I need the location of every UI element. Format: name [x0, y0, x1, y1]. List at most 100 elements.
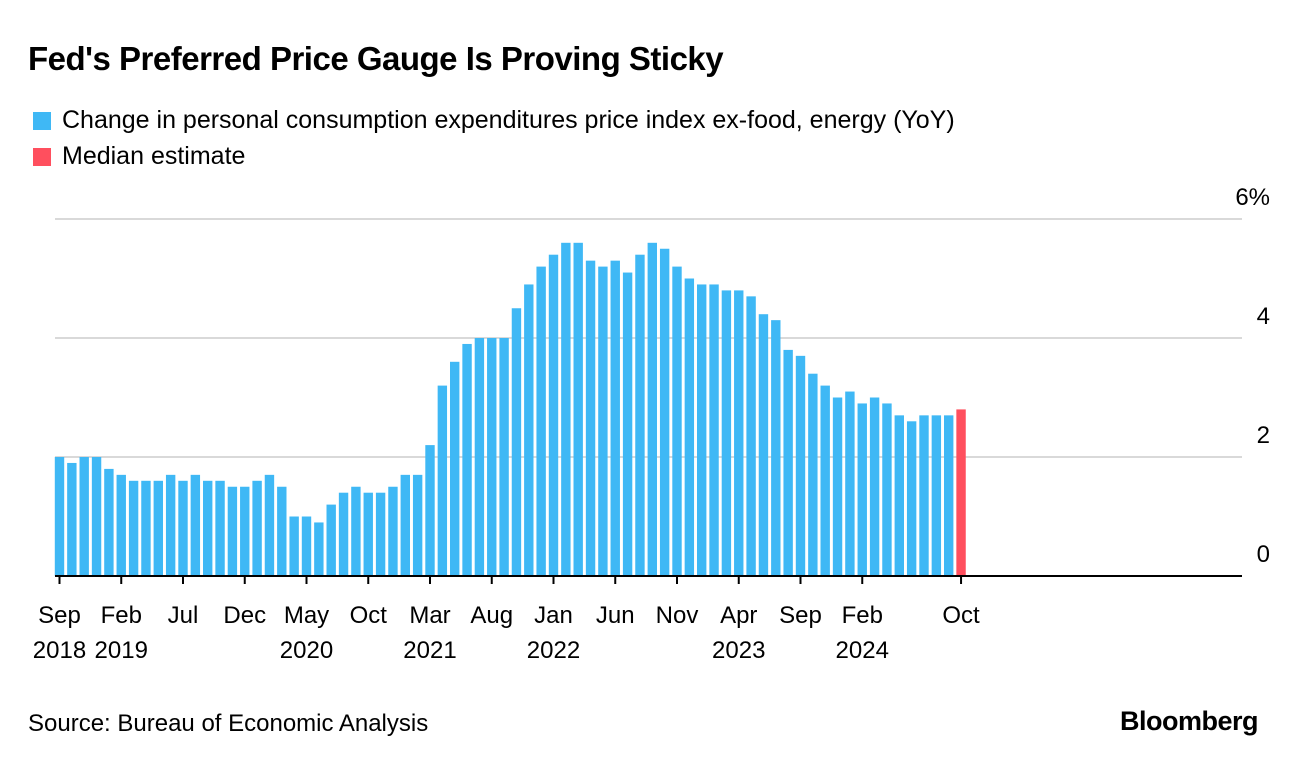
bar: [91, 457, 102, 576]
x-tick-label-year: 2019: [95, 637, 148, 664]
bar: [524, 284, 534, 576]
bar: [771, 320, 781, 576]
bar: [832, 397, 843, 576]
x-tick-label-month: Oct: [942, 602, 980, 629]
bar: [301, 516, 312, 576]
bar: [116, 474, 126, 576]
bar: [227, 486, 238, 576]
chart-title: Fed's Preferred Price Gauge Is Proving S…: [28, 40, 724, 77]
bar: [338, 492, 349, 576]
x-tick-label-month: Jun: [596, 602, 635, 629]
bar: [363, 492, 373, 576]
x-tick-label-month: Feb: [101, 602, 142, 629]
bar: [252, 480, 262, 576]
bar: [400, 474, 410, 576]
bar: [450, 361, 460, 576]
legend-swatch-pce: [33, 111, 51, 130]
y-tick-label: 6%: [1235, 184, 1270, 211]
bar: [277, 486, 287, 576]
bar: [845, 391, 855, 576]
bar: [499, 338, 509, 576]
bar: [931, 415, 942, 576]
bar: [67, 462, 77, 576]
bar: [215, 480, 225, 576]
x-tick-label-month: Dec: [223, 602, 266, 629]
legend-label-median: Median estimate: [62, 142, 246, 170]
bar: [487, 338, 497, 576]
bar: [190, 474, 201, 576]
bar: [734, 290, 744, 576]
x-tick-label-year: 2021: [403, 637, 456, 664]
bar: [128, 480, 139, 576]
x-tick-label-year: 2022: [527, 637, 580, 664]
bar: [808, 373, 818, 576]
bar: [79, 457, 89, 576]
bar: [388, 486, 398, 576]
x-tick-label-year: 2023: [712, 637, 765, 664]
y-tick-label: 4: [1257, 303, 1270, 330]
x-tick-label-month: Mar: [409, 602, 450, 629]
bar: [104, 468, 114, 576]
x-tick-label-month: Feb: [842, 602, 883, 629]
legend-swatch-median: [33, 147, 51, 166]
x-tick-label-month: Jan: [534, 602, 573, 629]
legend-item-median: Median estimate: [33, 142, 245, 171]
bar: [264, 474, 275, 576]
x-tick-label-year: 2024: [836, 637, 889, 664]
bar: [919, 415, 929, 576]
bar: [437, 385, 448, 576]
x-tick-label-month: May: [284, 602, 329, 629]
x-tick-label-month: Sep: [779, 602, 822, 629]
bar: [240, 486, 250, 576]
x-tick-label-month: Oct: [350, 602, 388, 629]
x-tick-label-month: Jul: [168, 602, 199, 629]
x-tick-label-month: Nov: [656, 602, 699, 629]
bar: [783, 349, 793, 576]
bar: [375, 492, 386, 576]
bar: [203, 480, 213, 576]
bar: [795, 355, 806, 576]
bar: [746, 296, 756, 576]
y-tick-label: 2: [1257, 422, 1270, 449]
bar: [425, 445, 435, 576]
bar: [54, 457, 65, 576]
bar: [536, 266, 546, 576]
bar: [165, 474, 176, 576]
bar: [622, 272, 633, 576]
source-note: Source: Bureau of Economic Analysis: [28, 710, 429, 737]
bar: [548, 254, 559, 576]
bar: [326, 504, 336, 576]
bar: [635, 254, 645, 576]
bar: [573, 242, 583, 577]
bar: [474, 338, 485, 576]
bar: [511, 308, 522, 576]
bar: [758, 314, 769, 576]
y-tick-label: 0: [1257, 541, 1270, 568]
bar: [585, 260, 596, 576]
bloomberg-logo: Bloomberg: [1119, 706, 1259, 736]
median-estimate-bar: [956, 409, 966, 576]
x-tick-label-year: 2018: [33, 637, 86, 664]
x-tick-label-year: 2020: [280, 637, 333, 664]
bar: [659, 248, 670, 576]
bar: [944, 415, 954, 576]
bar: [153, 480, 163, 576]
bar: [289, 516, 299, 576]
bar-chart: 0 2 4 6% Sep 2018 Feb 2019 Jul Dec May 2020 Oct Mar 20…: [33, 184, 1270, 664]
legend-item-pce: Change in personal consumption expenditu…: [33, 106, 955, 135]
bar: [709, 284, 719, 576]
bar: [672, 266, 682, 576]
bar: [647, 242, 657, 577]
bar: [721, 290, 732, 576]
bar: [857, 403, 867, 576]
bar: [561, 242, 571, 577]
legend-label-pce: Change in personal consumption expenditu…: [62, 106, 955, 134]
bar: [684, 278, 695, 576]
bar: [697, 284, 707, 576]
x-tick-label-month: Apr: [720, 602, 757, 629]
bar: [894, 415, 904, 576]
bar: [882, 403, 892, 576]
bar: [412, 474, 423, 576]
bar: [178, 480, 188, 576]
bar: [906, 421, 917, 576]
